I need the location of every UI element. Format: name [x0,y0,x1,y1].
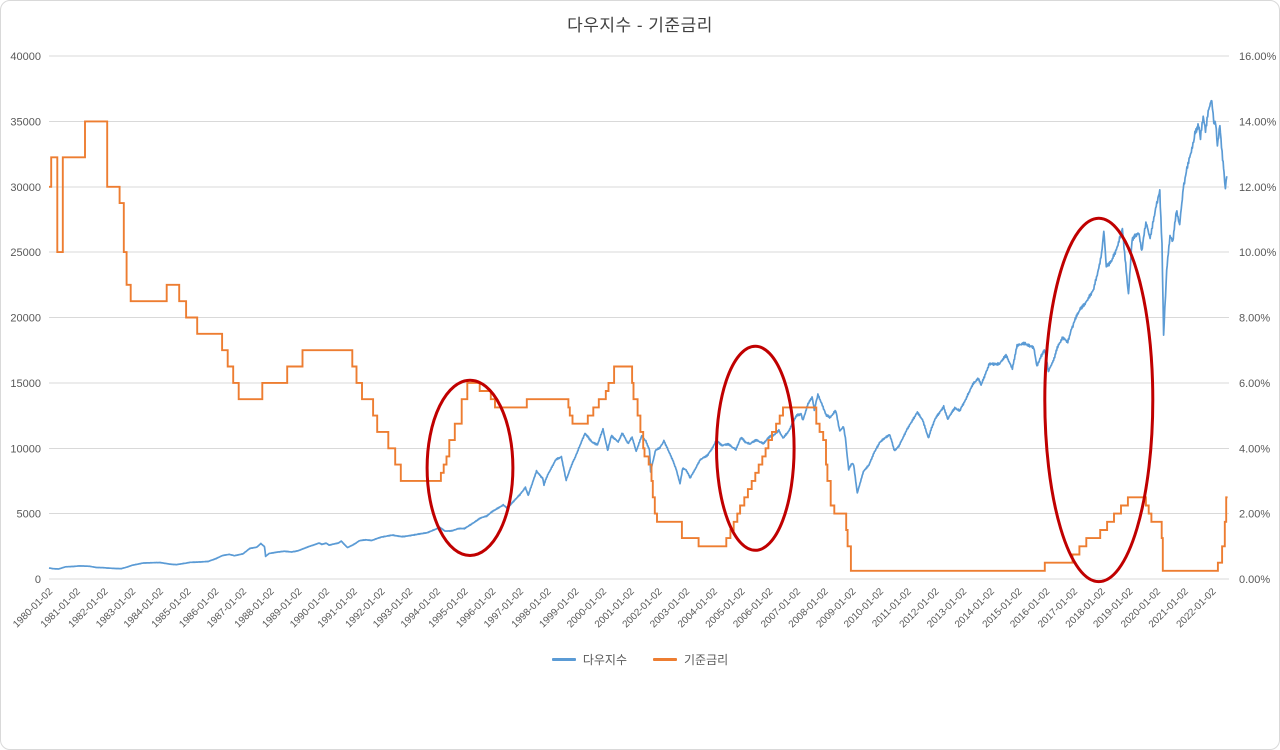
highlight-ellipse [1043,216,1155,584]
y-left-tick-label: 25000 [10,247,41,259]
y-right-tick-label: 16.00% [1239,51,1277,63]
chart-title: 다우지수 - 기준금리 [567,16,713,35]
y-left-tick-label: 15000 [10,378,41,390]
y-left-tick-label: 35000 [10,116,41,128]
y-right-tick-label: 4.00% [1239,443,1270,455]
legend-item-base-rate: 기준금리 [653,651,728,668]
y-right-tick-label: 12.00% [1239,182,1277,194]
y-right-tick-label: 6.00% [1239,378,1270,390]
y-right-tick-label: 0.00% [1239,574,1270,586]
chart-legend: 다우지수 기준금리 [1,651,1279,668]
base-rate-legend-line-icon [653,658,677,661]
legend-label-dow-index: 다우지수 [582,653,627,667]
y-left-tick-label: 40000 [10,51,41,63]
y-left-tick-label: 30000 [10,182,41,194]
y-left-tick-label: 20000 [10,313,41,325]
y-right-tick-label: 10.00% [1239,247,1277,259]
y-right-tick-label: 2.00% [1239,509,1270,521]
highlight-ellipse [425,378,515,557]
highlight-ellipse [715,344,796,552]
y-left-tick-label: 0 [35,574,41,586]
y-right-tick-label: 8.00% [1239,313,1270,325]
legend-item-dow-index: 다우지수 [551,651,627,668]
dow-index-legend-line-icon [551,658,576,661]
dow-index-series-line [48,99,1228,570]
legend-label-base-rate: 기준금리 [684,653,729,667]
y-left-tick-label: 10000 [10,443,41,455]
base-rate-series-line [49,120,1228,572]
y-left-tick-label: 5000 [17,509,41,521]
y-right-tick-label: 14.00% [1239,116,1277,128]
